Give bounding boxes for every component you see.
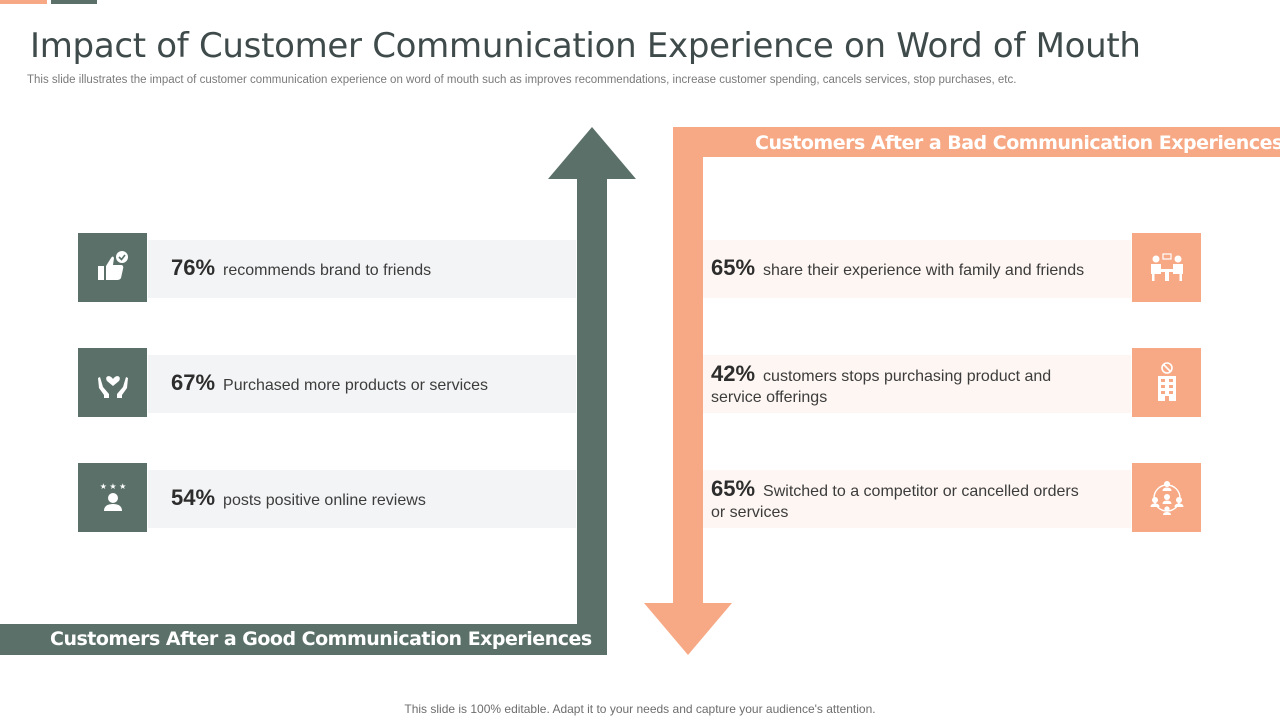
bad-icon-box-2 [1132, 348, 1201, 417]
good-stat-text-1: 76% recommends brand to friends [171, 257, 431, 281]
hands-holding-heart-icon [97, 375, 128, 398]
bad-experience-label: Customers After a Bad Communication Expe… [755, 132, 1280, 154]
good-stat-desc-2: Purchased more products or services [223, 377, 489, 394]
bad-stat-text-2: 42% customers stops purchasing product an… [711, 363, 1081, 408]
people-meeting-table-icon [1150, 252, 1183, 281]
footer-note: This slide is 100% editable. Adapt it to… [404, 702, 876, 716]
good-stat-pct-1: 76% [171, 255, 216, 280]
bad-stat-pct-1: 65% [711, 255, 756, 280]
bad-stat-row-2: 42% customers stops purchasing product an… [703, 355, 1131, 413]
good-icon-box-3: ★ ★ ★ [78, 463, 147, 532]
accent-bar-orange [0, 0, 47, 4]
good-stat-row-3: 54% posts positive online reviews [148, 470, 576, 528]
good-stat-pct-2: 67% [171, 370, 216, 395]
network-people-icon [1150, 480, 1183, 515]
bad-stat-desc-2: customers stops purchasing product and s… [711, 368, 1052, 406]
bad-stat-row-1: 65% share their experience with family an… [703, 240, 1131, 298]
bad-stat-pct-3: 65% [711, 476, 756, 501]
bad-stat-desc-3: Switched to a competitor or cancelled or… [711, 483, 1079, 521]
good-stat-desc-3: posts positive online reviews [223, 492, 426, 509]
good-stat-row-2: 67% Purchased more products or services [148, 355, 576, 413]
thumbs-up-check-icon [97, 250, 128, 280]
good-stat-row-1: 76% recommends brand to friends [148, 240, 576, 298]
user-stars-review-icon: ★ ★ ★ [99, 482, 126, 511]
bad-stat-row-3: 65% Switched to a competitor or cancelled… [703, 470, 1131, 528]
good-stat-text-2: 67% Purchased more products or services [171, 372, 488, 396]
page-title: Impact of Customer Communication Experie… [30, 26, 1141, 66]
svg-text:★ ★ ★: ★ ★ ★ [99, 482, 126, 491]
good-icon-box-2 [78, 348, 147, 417]
page-subtitle: This slide illustrates the impact of cus… [27, 74, 1017, 86]
bad-stat-text-1: 65% share their experience with family an… [711, 257, 1111, 281]
good-stat-desc-1: recommends brand to friends [223, 262, 432, 279]
good-icon-box-1 [78, 233, 147, 302]
good-stat-text-3: 54% posts positive online reviews [171, 487, 426, 511]
accent-bar-green [51, 0, 97, 4]
bad-icon-box-1 [1132, 233, 1201, 302]
good-experience-label: Customers After a Good Communication Exp… [50, 628, 592, 650]
bad-stat-desc-1: share their experience with family and f… [763, 262, 1085, 279]
bad-icon-box-3 [1132, 463, 1201, 532]
good-stat-pct-3: 54% [171, 485, 216, 510]
bad-stat-pct-2: 42% [711, 361, 756, 386]
bad-stat-text-3: 65% Switched to a competitor or cancelled… [711, 478, 1091, 523]
building-no-entry-icon [1157, 361, 1176, 401]
